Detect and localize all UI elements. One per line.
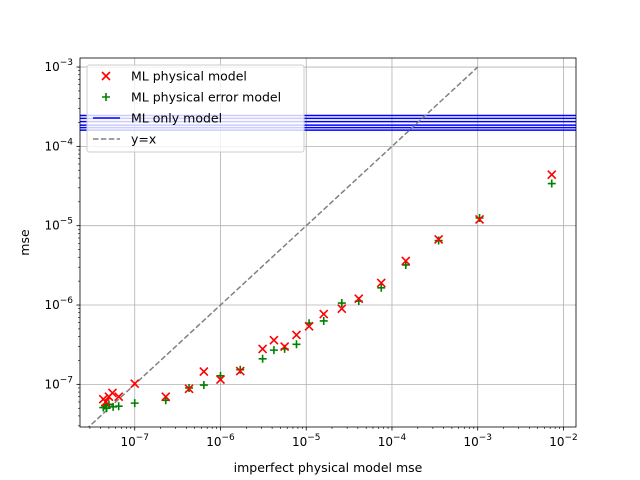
ml-physical-model-point	[291, 330, 302, 340]
ml-physical-error-model-point	[199, 381, 208, 390]
ml-physical-model-point	[337, 304, 347, 314]
legend-label: y=x	[131, 132, 156, 147]
legend: ML physical model ML physical error model…	[86, 64, 305, 153]
ml-physical-model-point	[434, 234, 444, 245]
legend-marker-plus	[102, 93, 110, 101]
ml-physical-model-point	[474, 214, 485, 224]
ml-physical-error-model-point	[319, 316, 328, 325]
ml-physical-model-point	[280, 341, 290, 352]
legend-marker-x	[101, 71, 111, 81]
ml-physical-model-point	[161, 392, 171, 402]
ml-physical-error-model-point	[401, 260, 410, 269]
ml-physical-model-point	[269, 335, 279, 345]
grid	[80, 58, 576, 427]
legend-box	[86, 64, 305, 153]
legend-label: ML only model	[131, 111, 222, 126]
ml-physical-model-point	[401, 256, 411, 266]
legend-label: ML physical model	[131, 69, 247, 84]
y-tick-label: 10−5	[44, 217, 73, 233]
y-axis-label: mse	[17, 229, 32, 256]
x-tick-label: 10−2	[549, 433, 578, 449]
ml-physical-model-point	[258, 344, 268, 354]
ml-physical-model-point	[304, 321, 314, 331]
y-tick-label: 10−7	[44, 375, 73, 391]
ml-physical-model-point	[114, 392, 124, 402]
x-tick-label: 10−3	[463, 433, 492, 449]
ml-physical-error-model-point	[236, 365, 245, 374]
axis-ticks: 10−7 10−6 10−5 10−4 10−3 10−2 10−7 10−6 10−5 10−4…	[44, 58, 577, 449]
ml-physical-model-point	[235, 366, 245, 376]
ml-physical-model-point	[184, 384, 194, 394]
ml-physical-model-point	[376, 278, 386, 288]
ml-physical-error-model-point	[292, 340, 301, 349]
y-tick-label: 10−4	[44, 137, 73, 153]
axes-frame	[79, 57, 577, 428]
x-tick-label: 10−7	[120, 433, 149, 449]
ml-physical-model-point	[130, 379, 140, 389]
ml-physical-error-model-point	[114, 402, 123, 411]
ml-physical-model-point	[319, 309, 329, 319]
x-axis-label: imperfect physical model mse	[234, 460, 423, 475]
ml-physical-model-point	[101, 397, 111, 407]
x-tick-label: 10−5	[292, 433, 321, 449]
ml-physical-error-model-point	[377, 283, 386, 292]
ml-physical-error-model-point	[258, 354, 267, 363]
x-tick-label: 10−6	[206, 433, 235, 449]
y-tick-label: 10−6	[44, 296, 73, 312]
identity-line	[87, 66, 479, 427]
ml-physical-error-model-point	[547, 179, 556, 188]
ml-physical-error-model-point	[269, 346, 278, 355]
ml-physical-error-model-point	[475, 214, 484, 223]
ml-physical-model-point	[107, 388, 118, 398]
y-tick-label: 10−3	[44, 58, 73, 74]
x-tick-label: 10−4	[378, 433, 407, 449]
legend-label: ML physical error model	[131, 90, 281, 105]
ml-physical-model-point	[354, 294, 364, 304]
ml-physical-error-model-point	[337, 299, 346, 308]
ml-physical-model-point	[547, 170, 557, 180]
ml-physical-model-point	[199, 366, 209, 377]
ml-physical-model-point	[215, 374, 226, 385]
ml-physical-error-model-point	[130, 399, 139, 408]
